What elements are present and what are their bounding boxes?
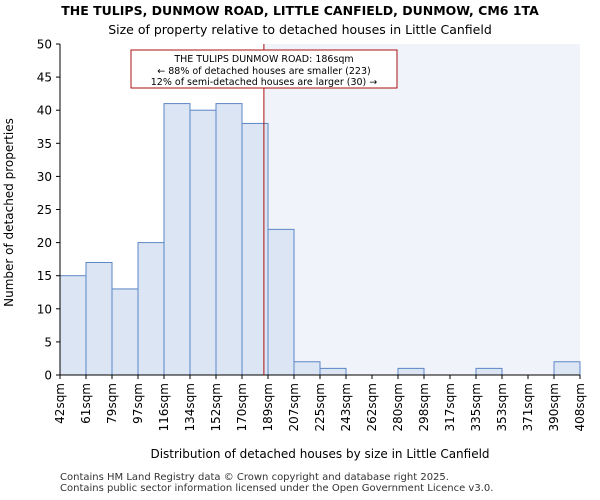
x-tick-label: 97sqm (131, 383, 145, 424)
x-tick-label: 79sqm (105, 383, 119, 424)
x-tick-label: 42sqm (53, 383, 67, 424)
bar (553, 361, 581, 376)
bar (85, 261, 113, 376)
y-tick-label: 0 (44, 369, 52, 383)
x-tick-label: 262sqm (365, 383, 379, 431)
annotation-line-2: ← 88% of detached houses are smaller (22… (157, 66, 370, 77)
highlight-region (263, 44, 580, 375)
x-tick-label: 353sqm (495, 383, 509, 431)
bar (189, 109, 217, 376)
footer-line-2: Contains public sector information licen… (60, 483, 494, 494)
x-tick-label: 371sqm (521, 383, 535, 431)
y-axis-label: Number of detached properties (2, 118, 16, 307)
y-tick-label: 50 (37, 38, 52, 52)
annotation-box (130, 49, 398, 89)
bar (319, 367, 347, 376)
bar (111, 288, 139, 376)
y-tick-label: 15 (37, 269, 52, 283)
bar (267, 228, 295, 376)
x-tick-label: 298sqm (417, 383, 431, 431)
x-tick-label: 408sqm (573, 383, 587, 431)
y-tick-label: 5 (44, 335, 52, 349)
y-tick-label: 20 (37, 236, 52, 250)
x-tick-label: 280sqm (391, 383, 405, 431)
x-tick-label: 225sqm (313, 383, 327, 431)
x-tick-label: 116sqm (157, 383, 171, 431)
y-tick-label: 25 (37, 203, 52, 217)
x-tick-label: 207sqm (287, 383, 301, 431)
y-tick-label: 35 (37, 137, 52, 151)
y-tick-label: 40 (37, 104, 52, 118)
x-tick-label: 189sqm (261, 383, 275, 431)
x-tick-label: 243sqm (339, 383, 353, 431)
annotation-line-1: THE TULIPS DUNMOW ROAD: 186sqm (173, 54, 353, 65)
annotation-line-3: 12% of semi-detached houses are larger (… (151, 77, 378, 88)
x-tick-label: 152sqm (209, 383, 223, 431)
bar (215, 103, 243, 376)
x-tick-label: 390sqm (547, 383, 561, 431)
chart-subtitle: Size of property relative to detached ho… (108, 22, 492, 37)
y-tick-label: 30 (37, 170, 52, 184)
footer: Contains HM Land Registry data © Crown c… (60, 472, 493, 494)
x-tick-label: 335sqm (469, 383, 483, 431)
footer-line-1: Contains HM Land Registry data © Crown c… (60, 472, 449, 483)
x-tick-label: 170sqm (235, 383, 249, 431)
x-tick-label: 134sqm (183, 383, 197, 431)
bar (137, 242, 165, 376)
title-block: THE TULIPS, DUNMOW ROAD, LITTLE CANFIELD… (0, 0, 600, 37)
bar (475, 367, 503, 376)
bar (163, 103, 191, 376)
x-tick-label: 61sqm (79, 383, 93, 424)
y-tick-label: 45 (37, 71, 52, 85)
x-tick-label: 317sqm (443, 383, 457, 431)
bar (397, 367, 425, 376)
bar (59, 275, 87, 376)
x-axis-label: Distribution of detached houses by size … (150, 447, 489, 461)
y-tick-label: 10 (37, 302, 52, 316)
bar (293, 361, 321, 376)
chart-title: THE TULIPS, DUNMOW ROAD, LITTLE CANFIELD… (61, 3, 539, 18)
